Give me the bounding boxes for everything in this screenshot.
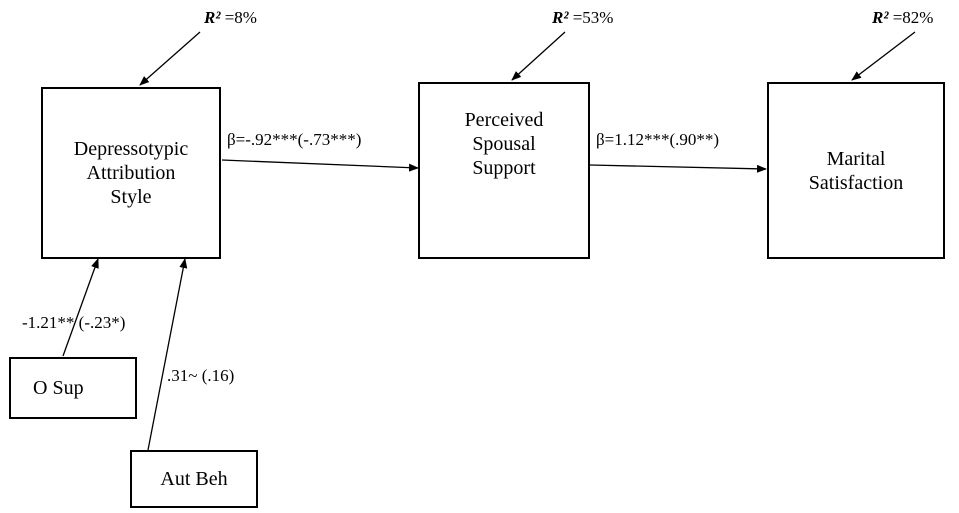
r2-arrow-depressotypic [139,31,201,86]
node-aut-beh: Aut Beh [130,450,258,508]
r2-value: =8% [224,8,257,27]
node-label: O Sup [33,377,84,399]
node-label-line: Satisfaction [808,171,904,194]
arrow-dep-to-spousal [221,159,419,172]
r2-symbol: R² [204,8,221,27]
node-label-line: Support [472,157,536,179]
r2-label-marital: R² =82% [872,8,933,28]
node-o-sup: O Sup [9,357,137,419]
r2-value: =53% [572,8,614,27]
r2-label-spousal: R² =53% [552,8,613,28]
path-label-dep-to-spousal: β=-.92***(-.73***) [227,130,362,149]
r2-label-depressotypic: R² =8% [204,8,257,28]
node-label-line: Depressotypic [73,138,189,160]
r2-symbol: R² [552,8,569,27]
node-marital-satisfaction: Marital Satisfaction [767,82,945,259]
node-label-line: Style [110,186,152,208]
node-label-line: Attribution [86,162,176,184]
node-label-line: Perceived [464,109,544,131]
path-label-autbeh-to-dep: .31~ (.16) [167,366,235,385]
r2-arrow-marital [851,31,916,81]
r2-value: =82% [892,8,934,27]
arrow-osup-to-dep [62,258,99,357]
node-label-line: Spousal [472,133,536,155]
node-perceived-spousal-support: Perceived Spousal Support [418,82,590,259]
node-depressotypic-attribution-style: Depressotypic Attribution Style [41,87,221,259]
path-label-spousal-to-marital: β=1.12***(.90**) [596,130,720,149]
arrow-spousal-to-marital [589,164,767,173]
r2-arrow-spousal [511,31,566,81]
arrow-autbeh-to-dep [147,258,188,451]
path-label-osup-to-dep: -1.21** (-.23*) [22,313,126,332]
node-label-line: Marital [826,147,886,170]
node-label: Aut Beh [160,468,228,490]
r2-symbol: R² [872,8,889,27]
